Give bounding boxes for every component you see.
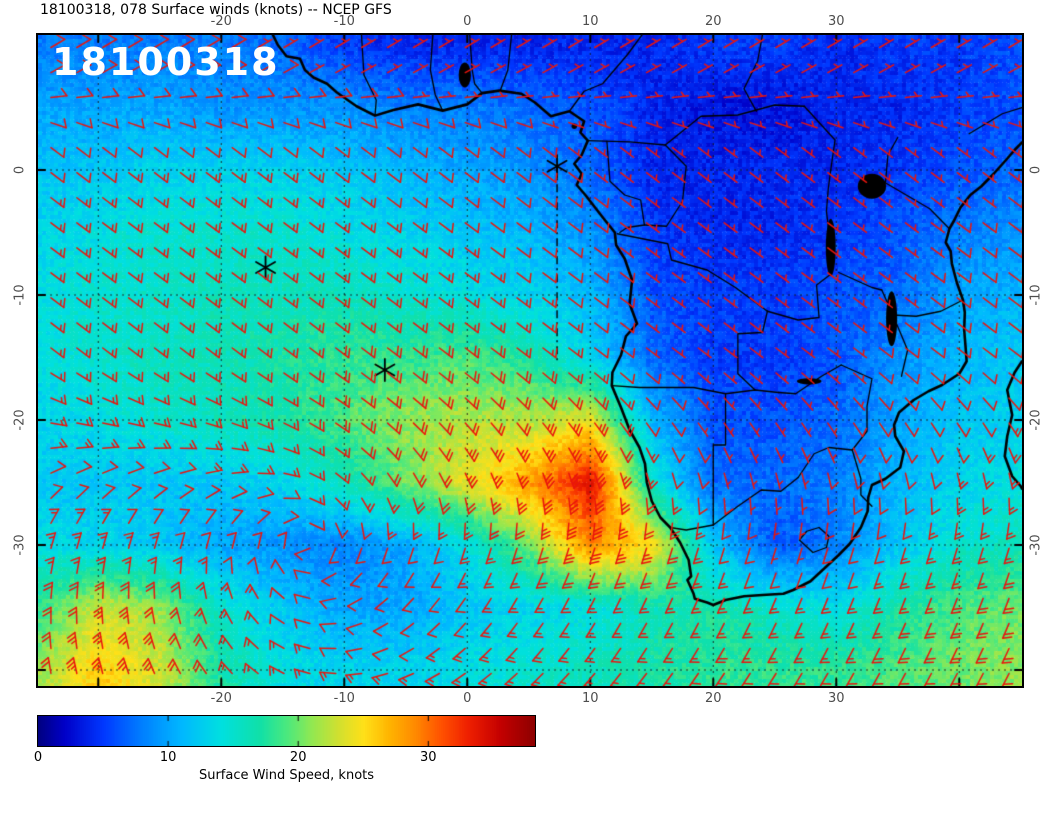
lat-tick-label: -10 xyxy=(1028,284,1044,306)
lon-tick-label: 20 xyxy=(704,14,722,29)
lat-tick-label: 0 xyxy=(12,165,28,175)
lat-tick-label: -20 xyxy=(12,409,28,431)
colorbar-tick-label: 20 xyxy=(289,750,307,765)
lon-tick-label: -20 xyxy=(210,691,232,706)
lon-tick-label: 0 xyxy=(463,691,472,706)
lon-tick-label: -10 xyxy=(333,691,355,706)
lat-tick-label: 0 xyxy=(1028,165,1044,175)
lon-tick-label: 20 xyxy=(704,691,722,706)
colorbar-gradient xyxy=(38,716,535,746)
lon-tick-label: 30 xyxy=(827,14,845,29)
timestamp-overlay: 18100318 xyxy=(52,40,280,84)
lat-tick-label: -30 xyxy=(12,534,28,556)
lat-tick-label: -10 xyxy=(12,284,28,306)
lon-tick-label: 10 xyxy=(581,691,599,706)
colorbar-tick-label: 30 xyxy=(420,750,437,765)
lon-tick-label: -10 xyxy=(333,14,355,29)
figure-title: 18100318, 078 Surface winds (knots) -- N… xyxy=(40,2,392,18)
colorbar-tick-label: 0 xyxy=(33,750,43,765)
lon-tick-label: 10 xyxy=(581,14,599,29)
lon-tick-label: -20 xyxy=(210,14,232,29)
colorbar-tick-label: 10 xyxy=(159,750,177,765)
lat-tick-label: -20 xyxy=(1028,409,1044,431)
lon-tick-label: 30 xyxy=(827,691,845,706)
wind-field-canvas xyxy=(38,35,1022,686)
lat-tick-label: -30 xyxy=(1028,534,1044,556)
colorbar-label: Surface Wind Speed, knots xyxy=(198,768,375,783)
map-frame: 18100318 xyxy=(36,33,1024,688)
colorbar-ticks: 0 10 20 30 xyxy=(34,750,535,766)
lon-tick-label: 0 xyxy=(463,14,472,29)
colorbar xyxy=(37,715,536,747)
